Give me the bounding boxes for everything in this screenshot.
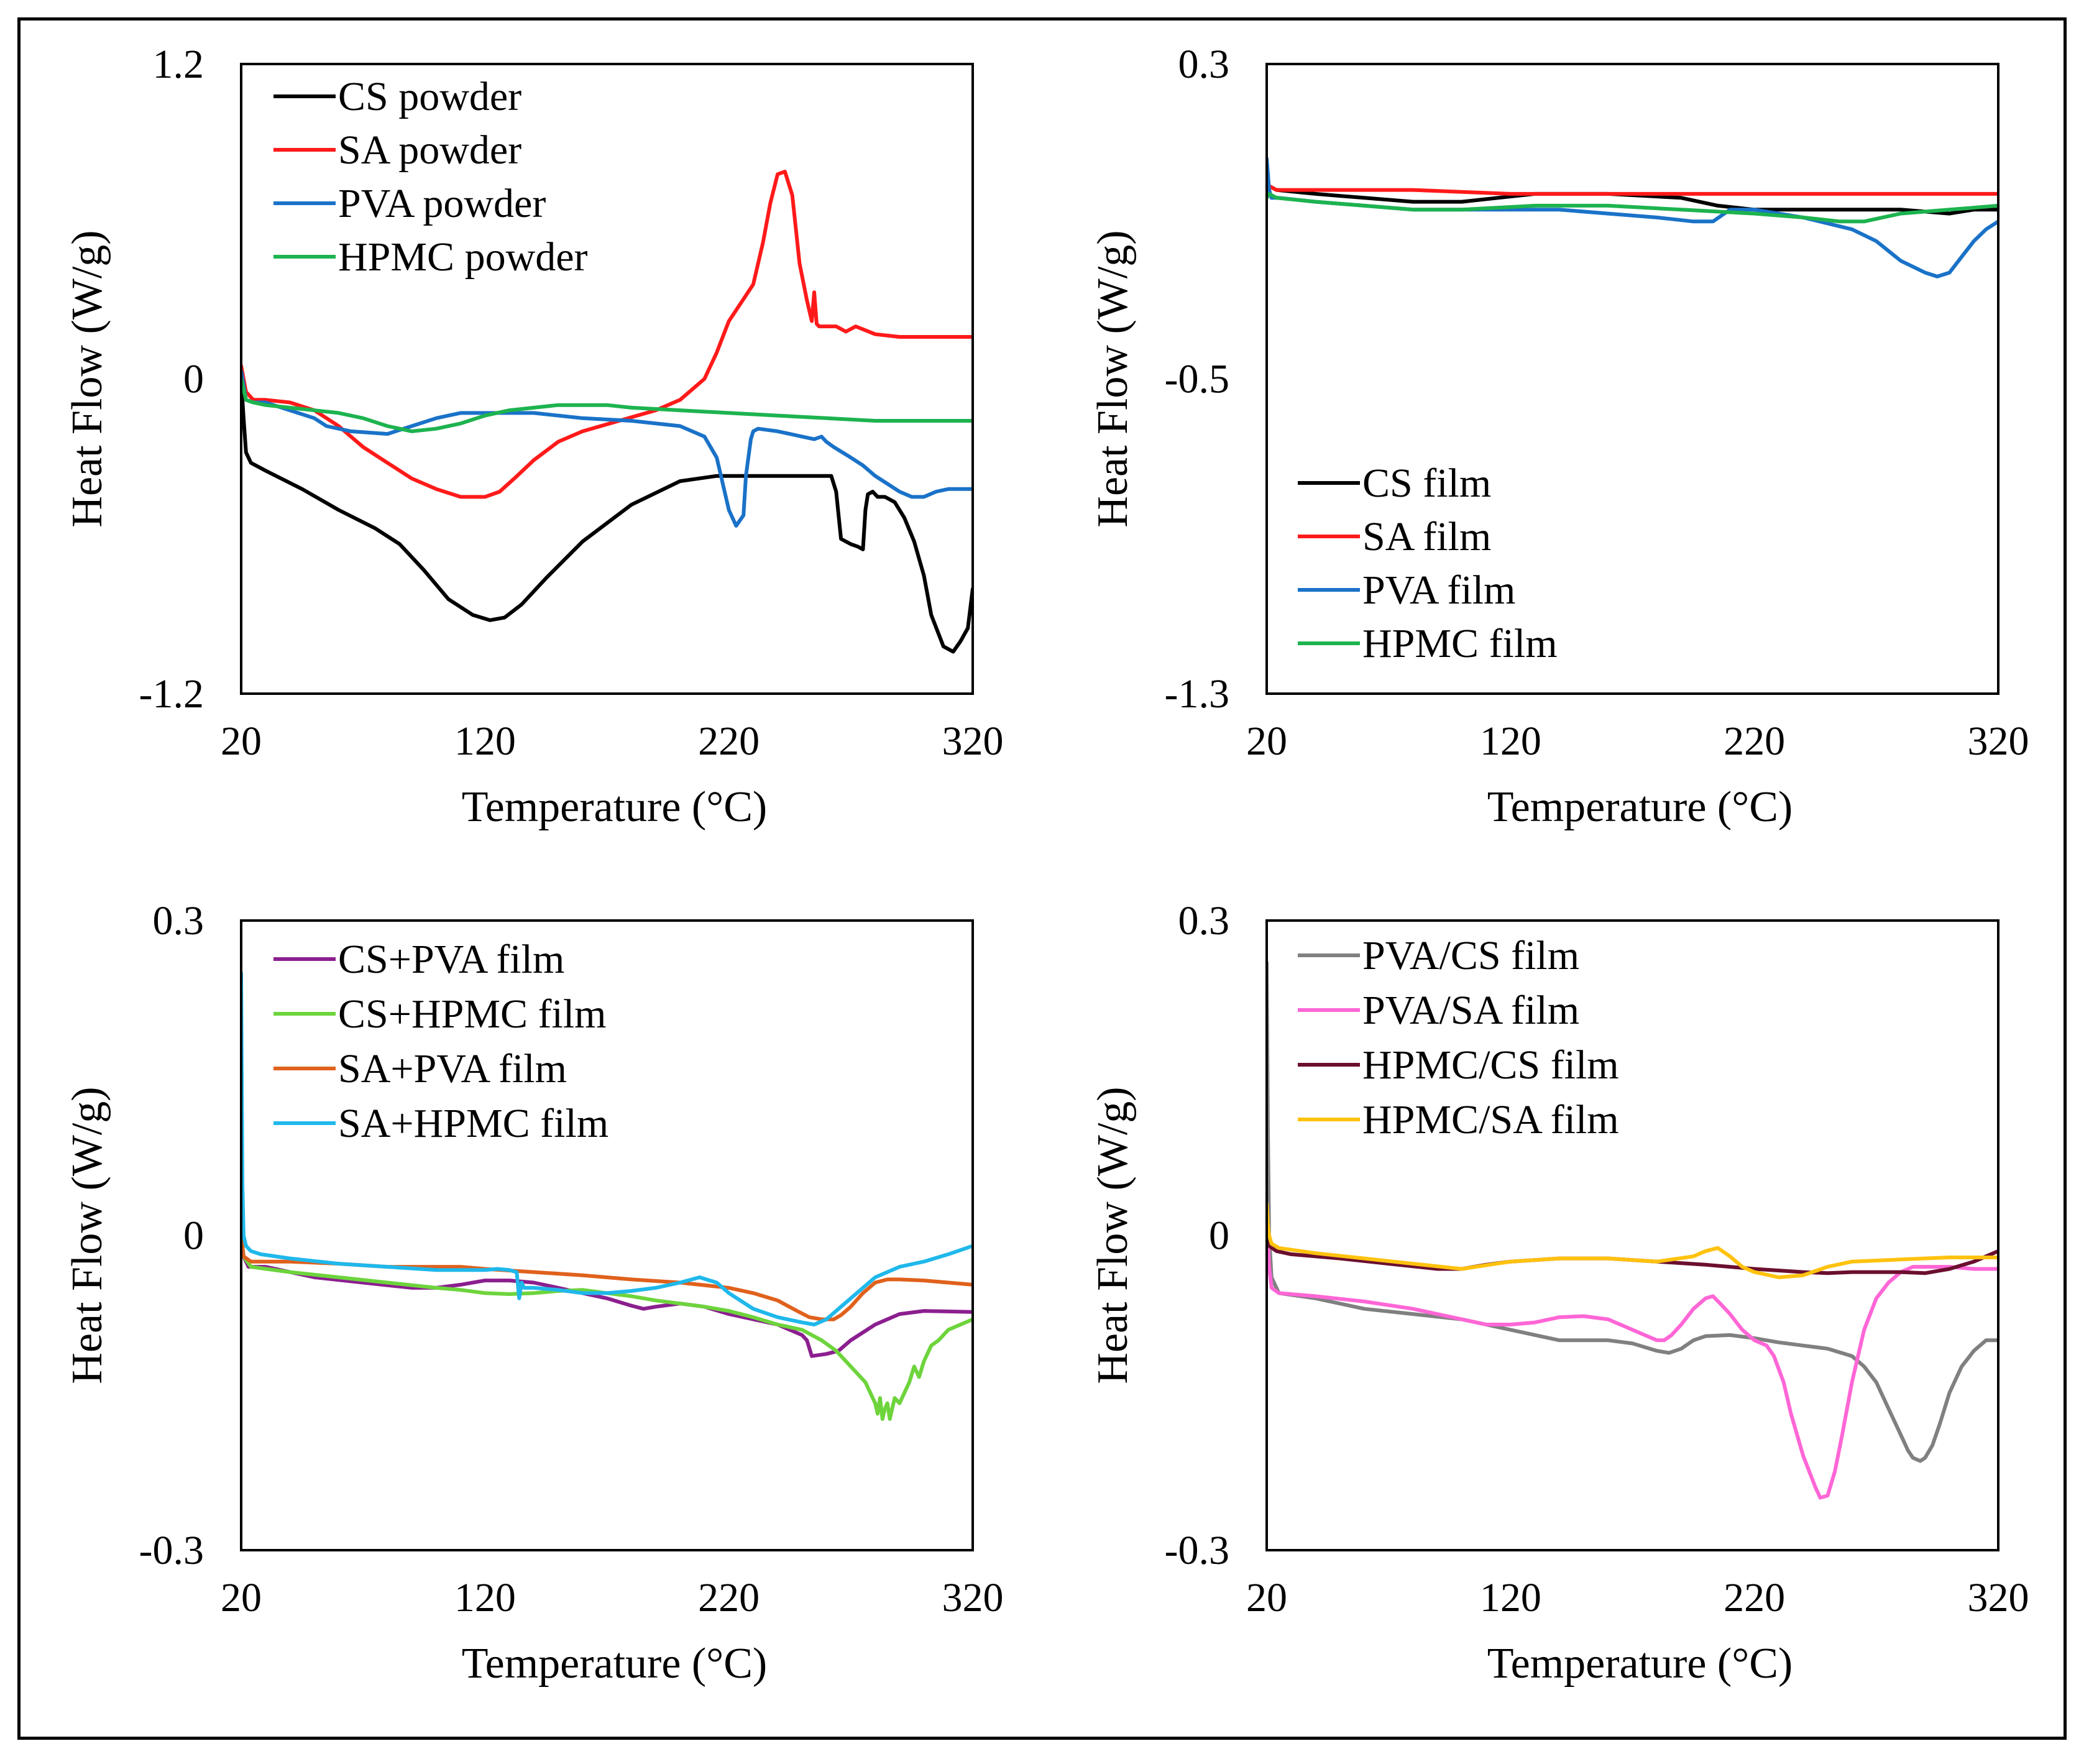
legend: CS powder SA powder PVA powder HPMC powder xyxy=(273,74,588,280)
series-line-cs-powder xyxy=(241,377,973,654)
legend-label: CS+PVA film xyxy=(338,937,564,982)
x-tick-label: 220 xyxy=(1724,1575,1785,1620)
figure-border xyxy=(17,17,2067,1740)
x-tick-label: 320 xyxy=(1968,1575,2029,1620)
chart-panel-1: 20 120 220 320 1.2 0 -1.2 Temperature (°C) Heat … xyxy=(63,42,1004,831)
x-tick-label: 220 xyxy=(698,1575,760,1620)
plot-area-border xyxy=(1265,63,1999,695)
y-tick-label: 1.2 xyxy=(153,42,204,87)
x-tick-label: 120 xyxy=(1480,719,1541,764)
x-axis-label: Temperature (°C) xyxy=(1487,783,1793,831)
y-axis-label: Heat Flow (W/g) xyxy=(63,1086,111,1384)
legend-label: HPMC film xyxy=(1362,621,1558,666)
x-tick-label: 20 xyxy=(1246,1575,1287,1620)
x-tick-label: 320 xyxy=(942,719,1004,764)
y-tick-label: -0.3 xyxy=(1165,1528,1229,1573)
legend-label: SA film xyxy=(1362,514,1491,559)
x-tick-label: 120 xyxy=(1480,1575,1541,1620)
series-line-sa-film xyxy=(1267,184,1998,196)
x-tick-label: 20 xyxy=(221,1575,262,1620)
series-line-hpmc-sa-film xyxy=(1267,1201,1998,1279)
legend-label: HPMC/CS film xyxy=(1362,1042,1619,1088)
series-line-cs-film xyxy=(1267,180,1998,216)
y-tick-label: -1.3 xyxy=(1165,671,1229,717)
y-axis-label: Heat Flow (W/g) xyxy=(63,230,111,527)
y-tick-label: 0 xyxy=(183,357,204,402)
x-tick-label: 120 xyxy=(454,719,516,764)
x-axis-label: Temperature (°C) xyxy=(462,1640,767,1688)
x-tick-label: 20 xyxy=(1246,719,1287,764)
series-line-sa-powder xyxy=(241,170,973,499)
y-tick-label: 0.3 xyxy=(1178,898,1230,944)
series-line-hpmc-powder xyxy=(241,377,973,433)
legend: CS film SA film PVA film HPMC film xyxy=(1298,461,1558,666)
legend-label: SA+HPMC film xyxy=(338,1101,608,1146)
legend-label: PVA powder xyxy=(338,181,546,226)
series-line-cs-hpmc-film xyxy=(241,1233,973,1421)
x-tick-label: 220 xyxy=(1724,719,1785,764)
series-line-hpmc-film xyxy=(1267,191,1998,224)
x-axis-label: Temperature (°C) xyxy=(462,783,767,831)
y-tick-label: 0 xyxy=(1209,1213,1229,1259)
legend-label: PVA film xyxy=(1362,567,1515,613)
y-axis-label: Heat Flow (W/g) xyxy=(1089,1086,1137,1384)
x-tick-label: 320 xyxy=(1968,719,2029,764)
plot-area-border xyxy=(240,63,974,695)
legend-label: PVA/SA film xyxy=(1362,988,1579,1033)
y-axis-label: Heat Flow (W/g) xyxy=(1089,230,1137,527)
chart-panel-4: 20 120 220 320 0.3 0 -0.3 Temperature (°C) Heat … xyxy=(1089,898,2029,1688)
x-tick-label: 220 xyxy=(698,719,760,764)
series-line-pva-powder xyxy=(241,369,973,528)
legend-label: HPMC powder xyxy=(338,234,588,280)
legend-label: HPMC/SA film xyxy=(1362,1097,1619,1142)
y-tick-label: -0.5 xyxy=(1165,357,1229,402)
legend: CS+PVA film CS+HPMC film SA+PVA film SA+HPM… xyxy=(273,937,608,1146)
x-tick-label: 120 xyxy=(454,1575,516,1620)
y-tick-label: 0 xyxy=(183,1213,204,1259)
legend-label: SA powder xyxy=(338,127,521,173)
x-tick-label: 20 xyxy=(221,719,262,764)
series-line-sa-hpmc-film xyxy=(241,971,973,1326)
x-axis-label: Temperature (°C) xyxy=(1487,1640,1793,1688)
series-line-pva-sa-film xyxy=(1267,1201,1998,1500)
legend-label: CS powder xyxy=(338,74,521,119)
legend-label: SA+PVA film xyxy=(338,1046,567,1091)
plot-area-border xyxy=(1265,919,1999,1551)
legend-label: PVA/CS film xyxy=(1362,933,1579,978)
legend-label: CS+HPMC film xyxy=(338,991,607,1037)
chart-panel-2: 20 120 220 320 0.3 -0.5 -1.3 Temperature (°C) He… xyxy=(1089,42,2029,831)
chart-panel-3: 20 120 220 320 0.3 0 -0.3 Temperature (°C) Heat … xyxy=(63,898,1004,1688)
y-tick-label: 0.3 xyxy=(153,898,204,944)
y-tick-label: -0.3 xyxy=(139,1528,204,1573)
plot-area-border xyxy=(240,919,974,1551)
y-tick-label: -1.2 xyxy=(139,671,204,717)
legend: PVA/CS film PVA/SA film HPMC/CS film HPMC/S… xyxy=(1298,933,1619,1142)
x-tick-label: 320 xyxy=(942,1575,1004,1620)
y-tick-label: 0.3 xyxy=(1178,42,1230,87)
legend-label: CS film xyxy=(1362,461,1491,506)
